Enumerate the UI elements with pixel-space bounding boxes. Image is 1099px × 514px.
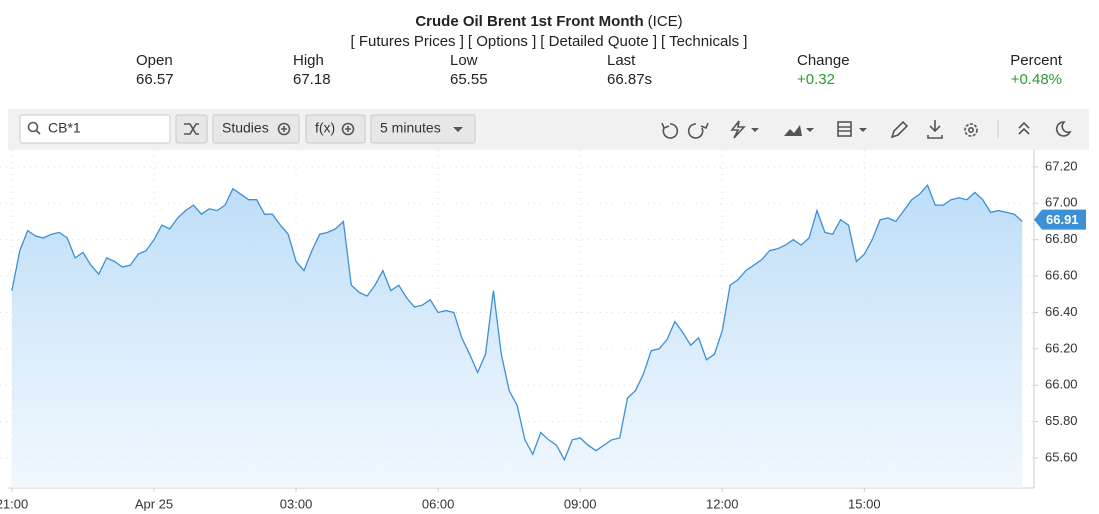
x-tick-label: 21:00 (0, 496, 28, 511)
y-tick-label: 66.80 (1045, 231, 1078, 246)
x-tick-label: 09:00 (564, 496, 597, 511)
stat-label: Last (607, 52, 636, 69)
collapse-icon[interactable] (1018, 121, 1030, 135)
y-tick-label: 65.80 (1045, 413, 1078, 428)
interval: 5 minutes (380, 120, 441, 136)
stat-label: Low (450, 52, 478, 69)
download-icon[interactable] (927, 120, 943, 139)
dropdown-arrow (859, 128, 867, 132)
quote-title: Crude Oil Brent 1st Front Month (ICE) (415, 13, 682, 30)
stat-value: 67.18 (293, 71, 331, 88)
undo-icon[interactable] (661, 122, 679, 139)
interval-button[interactable] (370, 114, 476, 144)
stat-label: High (293, 52, 324, 69)
y-tick-label: 66.00 (1045, 377, 1078, 392)
x-tick-label: Apr 25 (135, 496, 173, 511)
dropdown-arrow (751, 128, 759, 132)
link[interactable]: [ Detailed Quote ] (540, 33, 657, 50)
functions: f(x) (315, 120, 335, 136)
plus-icon (277, 122, 291, 136)
settings-icon (967, 127, 974, 134)
link[interactable]: [ Futures Prices ] (351, 33, 464, 50)
stat-value: +0.48% (1011, 71, 1062, 88)
x-tick-label: 03:00 (280, 496, 313, 511)
theme-icon[interactable] (1055, 121, 1072, 137)
search-icon (27, 121, 39, 133)
link[interactable]: [ Technicals ] (661, 33, 747, 50)
draw-icon[interactable] (890, 120, 909, 139)
exchange: (ICE) (648, 13, 683, 30)
title: Crude Oil Brent 1st Front Month (415, 13, 643, 30)
stat-label: Percent (1010, 52, 1063, 69)
plus-icon (345, 126, 351, 132)
current-price-tag (1034, 209, 1086, 230)
compare-icon (184, 123, 199, 135)
y-tick-label: 67.20 (1045, 158, 1078, 173)
template-icon (838, 126, 851, 132)
stat-label: Open (136, 52, 173, 69)
y-tick-label: 65.60 (1045, 449, 1078, 464)
template-icon[interactable] (837, 121, 852, 137)
area-fill (11, 185, 1023, 488)
studies: Studies (222, 120, 269, 136)
stat-value: 66.87s (607, 71, 652, 88)
y-tick-label: 66.40 (1045, 304, 1078, 319)
symbol: CB*1 (48, 120, 81, 136)
functions-button[interactable] (305, 114, 366, 144)
redo-icon[interactable] (687, 122, 709, 139)
search-icon (35, 129, 41, 135)
x-tick-label: 15:00 (848, 496, 881, 511)
x-tick-label: 12:00 (706, 496, 739, 511)
quote-links: [ Futures Prices ][ Options ][ Detailed … (351, 33, 748, 50)
settings-icon[interactable] (964, 123, 978, 137)
stat-label: Change (797, 52, 850, 69)
flash-icon[interactable] (730, 120, 746, 139)
dropdown-arrow (806, 128, 814, 132)
current-price-label: 66.91 (1046, 212, 1079, 227)
stat-value: 65.55 (450, 71, 488, 88)
stat-value: 66.57 (136, 71, 174, 88)
link[interactable]: [ Options ] (468, 33, 536, 50)
plus-icon (341, 122, 355, 136)
chart-type-icon[interactable] (784, 125, 802, 136)
y-tick-label: 66.60 (1045, 268, 1078, 283)
y-tick-label: 66.20 (1045, 340, 1078, 355)
y-tick-label: 67.00 (1045, 195, 1078, 210)
compare-button[interactable] (175, 114, 208, 144)
plus-icon (281, 126, 287, 132)
chart: 65.60 65.80 66.00 66.20 66.40 66.60 66.80 67.00… (0, 150, 1086, 511)
x-tick-label: 06:00 (422, 496, 455, 511)
price-line (11, 183, 1023, 462)
dropdown-arrow (453, 127, 463, 132)
quote-stats: Open 66.57 High 67.18 Low 65.55 Last 66.87s Chan… (136, 52, 1063, 88)
studies-button[interactable] (212, 114, 300, 144)
symbol-input[interactable] (19, 114, 171, 144)
stat-value: +0.32 (797, 71, 835, 88)
